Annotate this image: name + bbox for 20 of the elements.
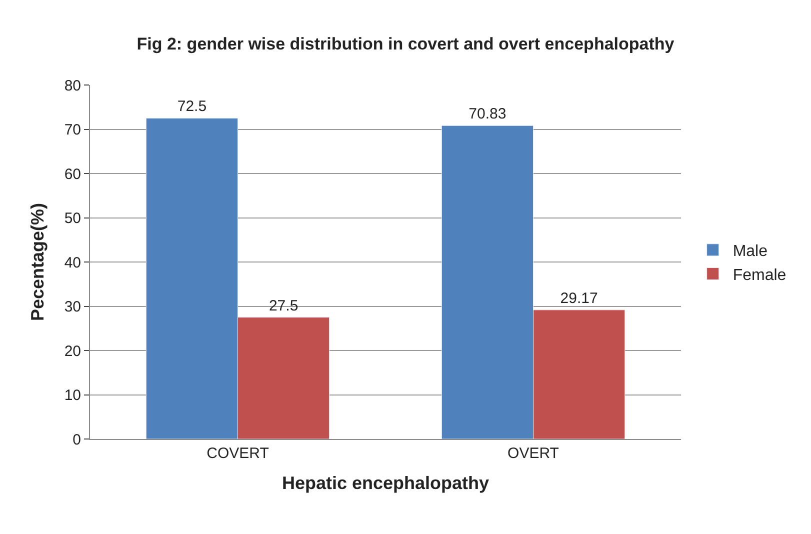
legend-label: Male [732, 243, 768, 260]
y-tick-label: 20 [64, 342, 81, 360]
y-tick-label: 30 [64, 298, 81, 316]
y-tick-label: 40 [64, 254, 81, 272]
y-tick-label: 60 [64, 166, 81, 183]
y-tick-label: 10 [64, 387, 81, 404]
data-label: 29.17 [560, 290, 598, 307]
data-label: 72.5 [177, 98, 207, 116]
y-axis-title: Pecentage(%) [28, 202, 48, 322]
legend-label: Female [732, 266, 786, 284]
y-tick-label: 70 [64, 122, 81, 138]
data-label: 70.83 [468, 106, 506, 123]
y-tick-label: 0 [72, 431, 81, 448]
x-tick-label: OVERT [508, 445, 559, 462]
data-label: 27.5 [268, 297, 298, 314]
y-tick-label: 80 [64, 77, 81, 94]
x-tick-label: COVERT [206, 445, 269, 462]
x-axis-title: Hepatic encephalopathy [282, 473, 490, 494]
y-tick-label: 50 [64, 210, 81, 227]
chart-title: Fig 2: gender wise distribution in covert and overt encephalopathy [136, 34, 675, 54]
